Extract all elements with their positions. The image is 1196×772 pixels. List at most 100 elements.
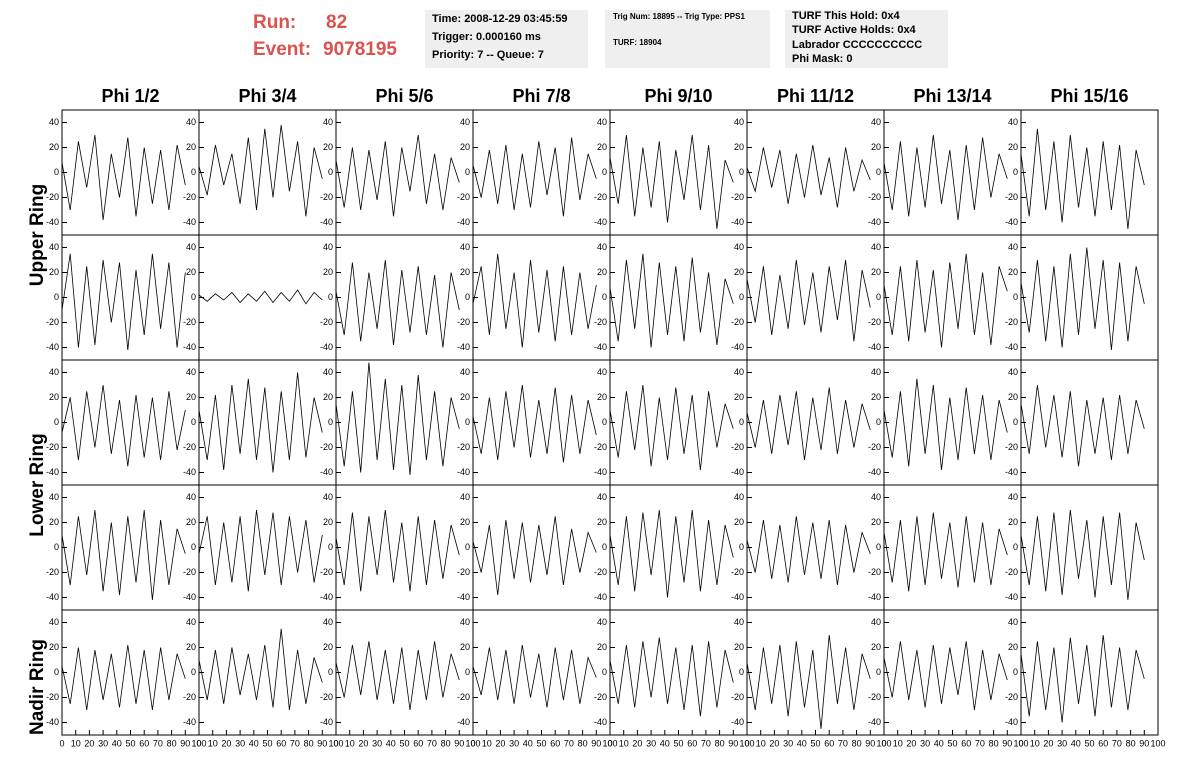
y-tick-label: -40 — [1005, 342, 1018, 352]
x-tick-label: 100 — [191, 738, 206, 748]
y-tick-label: 40 — [597, 492, 607, 502]
turf-line: Phi Mask: 0 — [792, 53, 853, 65]
x-tick-label: 70 — [701, 738, 711, 748]
y-tick-label: 0 — [602, 667, 607, 677]
panel-frame — [198, 609, 337, 736]
x-tick-label: 60 — [413, 738, 423, 748]
panel-frame — [746, 109, 885, 236]
y-tick-label: -20 — [594, 567, 607, 577]
y-tick-label: 40 — [49, 367, 59, 377]
y-tick-label: 40 — [186, 617, 196, 627]
y-tick-label: -40 — [183, 592, 196, 602]
x-tick-label: 70 — [838, 738, 848, 748]
y-tick-label: -20 — [868, 442, 881, 452]
y-tick-label: -40 — [731, 592, 744, 602]
y-tick-label: -20 — [457, 317, 470, 327]
y-tick-label: 40 — [734, 242, 744, 252]
y-tick-label: 0 — [328, 667, 333, 677]
y-tick-label: 20 — [460, 142, 470, 152]
y-tick-label: 40 — [186, 492, 196, 502]
y-tick-label: 40 — [49, 617, 59, 627]
y-tick-label: 0 — [602, 292, 607, 302]
x-tick-label: 80 — [852, 738, 862, 748]
y-tick-label: 0 — [739, 167, 744, 177]
waveform — [472, 253, 597, 348]
ring-label: Nadir Ring — [27, 639, 48, 735]
x-tick-label: 20 — [632, 738, 642, 748]
y-tick-label: 40 — [186, 367, 196, 377]
waveform — [1020, 634, 1145, 723]
x-tick-label: 60 — [961, 738, 971, 748]
x-tick-label: 10 — [619, 738, 629, 748]
y-tick-label: 0 — [739, 667, 744, 677]
y-tick-label: 20 — [597, 267, 607, 277]
waveform — [746, 634, 871, 729]
x-tick-label: 80 — [441, 738, 451, 748]
y-tick-label: 20 — [460, 517, 470, 527]
y-tick-label: 20 — [597, 642, 607, 652]
x-tick-label: 50 — [810, 738, 820, 748]
y-tick-label: 0 — [191, 542, 196, 552]
x-tick-label: 90 — [454, 738, 464, 748]
waveform — [335, 641, 460, 711]
y-tick-label: 40 — [49, 492, 59, 502]
y-tick-label: 20 — [323, 517, 333, 527]
y-tick-label: -40 — [868, 342, 881, 352]
y-tick-label: 40 — [460, 242, 470, 252]
x-tick-label: 20 — [358, 738, 368, 748]
y-tick-label: -40 — [1005, 592, 1018, 602]
y-tick-label: 40 — [460, 117, 470, 127]
y-tick-label: 20 — [460, 392, 470, 402]
y-tick-label: -40 — [1005, 717, 1018, 727]
y-tick-label: -40 — [46, 592, 59, 602]
x-tick-label: 20 — [84, 738, 94, 748]
turf-line: Labrador CCCCCCCCCC — [792, 39, 922, 51]
x-tick-label: 0 — [59, 738, 64, 748]
y-tick-label: -40 — [457, 467, 470, 477]
y-tick-label: 20 — [186, 142, 196, 152]
y-tick-label: 0 — [328, 167, 333, 177]
panel-frame — [883, 234, 1022, 361]
y-tick-label: 40 — [1008, 617, 1018, 627]
y-tick-label: 20 — [186, 267, 196, 277]
x-tick-label: 40 — [797, 738, 807, 748]
x-tick-label: 30 — [920, 738, 930, 748]
y-tick-label: -40 — [183, 717, 196, 727]
info-line: Trigger: 0.000160 ms — [432, 31, 541, 43]
y-tick-label: 20 — [460, 642, 470, 652]
y-tick-label: -40 — [594, 342, 607, 352]
y-tick-label: -40 — [320, 592, 333, 602]
y-tick-label: -20 — [594, 317, 607, 327]
y-tick-label: 20 — [186, 642, 196, 652]
x-tick-label: 70 — [1112, 738, 1122, 748]
y-tick-label: -40 — [457, 717, 470, 727]
x-tick-label: 10 — [71, 738, 81, 748]
x-tick-label: 30 — [646, 738, 656, 748]
y-tick-label: 0 — [191, 417, 196, 427]
waveform — [609, 637, 734, 717]
y-tick-label: -20 — [320, 192, 333, 202]
y-tick-label: 40 — [597, 242, 607, 252]
x-tick-label: 70 — [153, 738, 163, 748]
y-tick-label: -20 — [183, 317, 196, 327]
y-tick-label: 40 — [734, 617, 744, 627]
panel-frame — [198, 109, 337, 236]
y-tick-label: 40 — [323, 367, 333, 377]
y-tick-label: 20 — [1008, 642, 1018, 652]
y-tick-label: 20 — [49, 142, 59, 152]
y-tick-label: -40 — [731, 342, 744, 352]
y-tick-label: 0 — [465, 292, 470, 302]
y-tick-label: 0 — [876, 542, 881, 552]
panel-frame — [472, 359, 611, 486]
panel-frame — [198, 234, 337, 361]
y-tick-label: -40 — [868, 592, 881, 602]
y-tick-label: -20 — [183, 692, 196, 702]
y-tick-label: 0 — [465, 417, 470, 427]
y-tick-label: -40 — [1005, 217, 1018, 227]
y-tick-label: 0 — [54, 167, 59, 177]
y-tick-label: 0 — [739, 292, 744, 302]
y-tick-label: 20 — [49, 642, 59, 652]
y-tick-label: 40 — [597, 617, 607, 627]
y-tick-label: 20 — [1008, 517, 1018, 527]
y-tick-label: 40 — [871, 242, 881, 252]
